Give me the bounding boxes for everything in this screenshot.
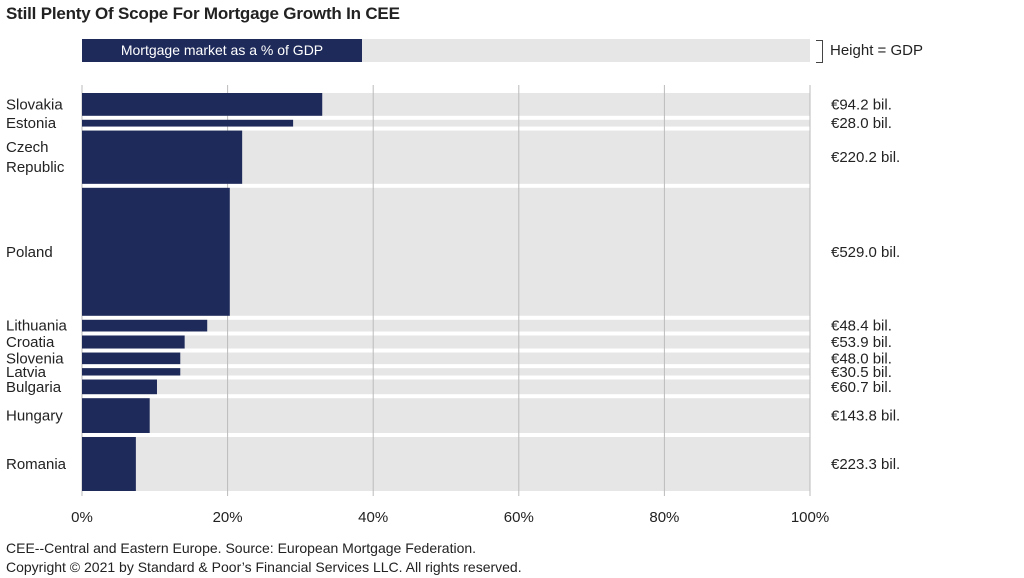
- x-tick-label: 0%: [71, 509, 93, 526]
- bar: [82, 93, 323, 116]
- bar: [82, 130, 243, 184]
- bar: [82, 319, 208, 332]
- source-note: CEE--Central and Eastern Europe. Source:…: [6, 540, 477, 556]
- category-label: Slovenia: [6, 350, 64, 367]
- gdp-label: €94.2 bil.: [831, 96, 892, 113]
- gdp-label: €529.0 bil.: [831, 244, 900, 261]
- category-label: Croatia: [6, 334, 55, 351]
- gdp-label: €223.3 bil.: [831, 456, 900, 473]
- category-label: Bulgaria: [6, 379, 62, 396]
- gdp-label: €60.7 bil.: [831, 379, 892, 396]
- bar: [82, 368, 181, 376]
- bar-track: [82, 379, 810, 395]
- category-label: Poland: [6, 244, 53, 261]
- gdp-label: €30.5 bil.: [831, 364, 892, 381]
- gdp-label: €48.0 bil.: [831, 350, 892, 367]
- category-label: Slovakia: [6, 96, 63, 113]
- category-label: Lithuania: [6, 318, 68, 335]
- bar-track: [82, 119, 810, 127]
- x-tick-label: 60%: [504, 509, 534, 526]
- bar: [82, 335, 185, 349]
- category-label: Czech Republic: [6, 139, 65, 176]
- bar: [82, 436, 136, 491]
- legend-bar-label: Mortgage market as a % of GDP: [82, 39, 362, 62]
- bar: [82, 398, 150, 433]
- bar-track: [82, 352, 810, 365]
- bar-track: [82, 436, 810, 491]
- bar: [82, 379, 157, 395]
- chart-title: Still Plenty Of Scope For Mortgage Growt…: [6, 4, 400, 23]
- bar-track: [82, 319, 810, 332]
- bar-track: [82, 398, 810, 433]
- category-label: Estonia: [6, 115, 57, 132]
- category-label: Hungary: [6, 408, 63, 425]
- bar-track: [82, 335, 810, 349]
- bar-track: [82, 368, 810, 376]
- copyright-note: Copyright © 2021 by Standard & Poor’s Fi…: [6, 559, 522, 575]
- category-label: Romania: [6, 456, 67, 473]
- x-tick-label: 100%: [791, 509, 829, 526]
- legend-bar-track: Mortgage market as a % of GDP: [82, 39, 810, 62]
- x-tick-label: 80%: [649, 509, 679, 526]
- gdp-label: €48.4 bil.: [831, 318, 892, 335]
- legend-height-label: Height = GDP: [830, 42, 923, 59]
- gdp-label: €220.2 bil.: [831, 149, 900, 166]
- x-tick-label: 40%: [358, 509, 388, 526]
- legend-height-bracket: [816, 40, 823, 63]
- bar: [82, 352, 181, 365]
- bar: [82, 187, 230, 316]
- gdp-label: €53.9 bil.: [831, 334, 892, 351]
- x-tick-label: 20%: [213, 509, 243, 526]
- gdp-label: €143.8 bil.: [831, 408, 900, 425]
- gdp-label: €28.0 bil.: [831, 115, 892, 132]
- bar: [82, 119, 294, 127]
- category-label: Latvia: [6, 364, 47, 381]
